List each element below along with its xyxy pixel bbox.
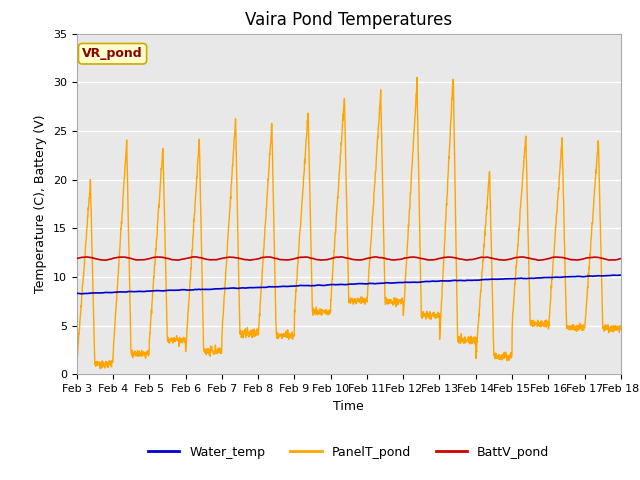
X-axis label: Time: Time (333, 400, 364, 413)
Legend: Water_temp, PanelT_pond, BattV_pond: Water_temp, PanelT_pond, BattV_pond (143, 441, 554, 464)
Text: VR_pond: VR_pond (82, 47, 143, 60)
Y-axis label: Temperature (C), Battery (V): Temperature (C), Battery (V) (35, 115, 47, 293)
Title: Vaira Pond Temperatures: Vaira Pond Temperatures (245, 11, 452, 29)
